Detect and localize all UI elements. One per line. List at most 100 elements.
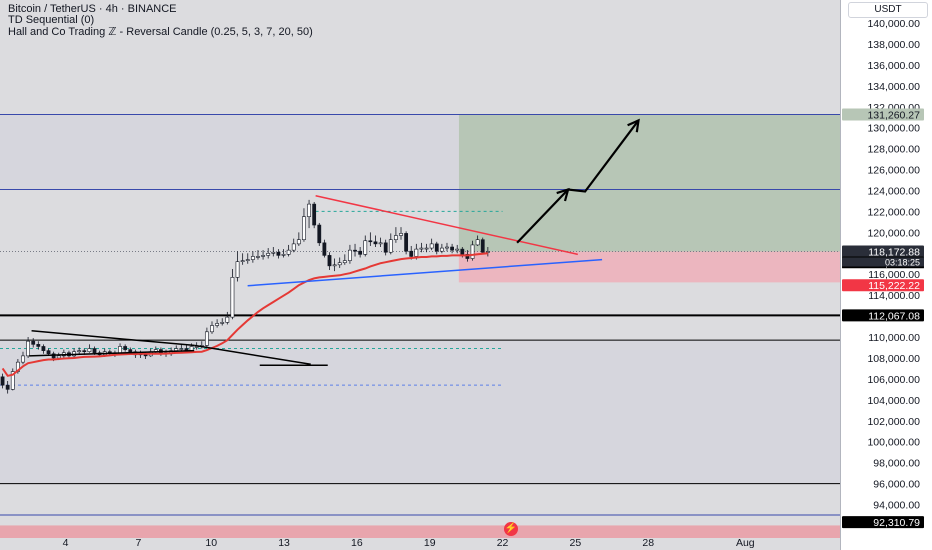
y-tick-label: 128,000.00 — [867, 144, 920, 156]
price-tags: 131,260.27118,172.88118,165.16116,000.00… — [842, 108, 924, 529]
candle-body — [419, 247, 424, 250]
price-tag-label: 116,000.00 — [868, 269, 920, 281]
symbol-title[interactable]: Bitcoin / TetherUS · 4h · BINANCE — [8, 3, 177, 15]
candle-body — [220, 322, 225, 324]
price-tag-bg — [842, 516, 924, 529]
countdown-label: 03:18:25 — [885, 257, 920, 267]
tradingview-logo-icon[interactable]: ⚡ — [504, 522, 518, 536]
candle-body — [256, 256, 260, 258]
x-axis-labels: 4 7 10 13 16 19 22 25 28 Aug — [63, 537, 755, 549]
y-tick-label: 110,000.00 — [868, 332, 920, 344]
candle-body — [439, 247, 444, 252]
candle-body — [10, 371, 15, 390]
candle-body — [36, 344, 41, 347]
horizontal-levels — [0, 114, 840, 516]
trendline — [194, 344, 311, 365]
position-zones — [0, 114, 840, 538]
candle-body — [123, 346, 128, 350]
candle-body — [210, 325, 214, 333]
candle-body — [230, 277, 235, 318]
y-tick-label: 102,000.00 — [867, 416, 920, 428]
candle-body — [429, 243, 434, 249]
candle-body — [373, 241, 378, 245]
x-tick-label: 13 — [278, 537, 290, 549]
level-band — [0, 114, 459, 190]
arrow-head-mid — [556, 187, 570, 202]
indicator-reversal-candle[interactable]: Hall and Co Trading ℤ - Reversal Candle … — [8, 26, 313, 38]
candle-body — [317, 224, 322, 244]
candle-body — [215, 323, 220, 326]
countdown-bg — [842, 257, 924, 267]
candle-body — [342, 260, 347, 264]
candle-body — [445, 246, 449, 249]
x-tick-label: 25 — [570, 537, 582, 549]
candle-body — [399, 233, 403, 236]
x-tick-label: 28 — [642, 537, 654, 549]
candle-body — [434, 243, 439, 252]
y-tick-label: 126,000.00 — [867, 165, 920, 177]
y-tick-label: 140,000.00 — [867, 18, 920, 30]
currency-selector[interactable]: USDT — [848, 2, 928, 18]
candle-body — [465, 254, 470, 259]
indicator-td-sequential[interactable]: TD Sequential (0) — [8, 14, 95, 26]
x-tick-label: 10 — [205, 537, 217, 549]
candle-body — [409, 250, 414, 257]
y-tick-label: 106,000.00 — [867, 374, 920, 386]
candle-body — [455, 248, 460, 251]
candle-body — [271, 251, 276, 254]
candle-body — [327, 255, 332, 267]
candle-body — [363, 240, 368, 255]
candle-body — [460, 248, 465, 255]
price-tag-bg — [842, 268, 924, 281]
x-tick-label: 19 — [424, 537, 436, 549]
y-tick-label: 108,000.00 — [867, 353, 920, 365]
candle-body — [276, 251, 281, 256]
trendline — [29, 349, 195, 357]
candle-body — [450, 246, 454, 251]
candle-body — [322, 242, 327, 256]
candle-body — [5, 384, 10, 390]
candle-body — [225, 316, 230, 323]
dashed-levels — [0, 210, 840, 386]
candle-body — [56, 355, 61, 359]
trendline — [247, 258, 603, 287]
candle-body — [291, 243, 296, 251]
candle-body — [250, 256, 255, 260]
candle-body — [378, 242, 383, 245]
ema-line — [1, 252, 488, 377]
trendline-drawings[interactable] — [29, 118, 640, 367]
candle-body — [240, 260, 245, 262]
y-tick-label: 130,000.00 — [867, 123, 920, 135]
candle-body — [424, 247, 429, 250]
candle-body — [404, 233, 409, 252]
candle-body — [174, 348, 179, 351]
price-tag-label: 118,172.88 — [868, 246, 920, 258]
y-tick-label: 138,000.00 — [867, 39, 920, 51]
trendline — [315, 194, 578, 256]
candle-body — [204, 331, 209, 346]
candle-body — [414, 248, 419, 257]
candle-body — [480, 239, 485, 253]
x-tick-label: Aug — [736, 537, 755, 549]
ema-path — [1, 252, 488, 377]
price-tag-bg — [842, 309, 924, 322]
price-tag-label: 131,260.27 — [867, 110, 920, 122]
y-tick-label: 104,000.00 — [867, 395, 920, 407]
arrow-head-top — [627, 118, 640, 133]
y-tick-label: 100,000.00 — [867, 437, 920, 449]
price-tag-label: 92,310.79 — [873, 517, 920, 529]
projection-arrow-path — [516, 119, 640, 244]
candle-body — [92, 348, 97, 354]
stop-zone — [458, 251, 840, 283]
candle-body — [266, 252, 271, 256]
target-zone — [458, 114, 840, 252]
candle-body — [388, 239, 393, 253]
candle-body — [485, 251, 490, 253]
candle-body — [281, 254, 286, 256]
candle-body — [368, 240, 373, 243]
x-tick-label: 16 — [351, 537, 363, 549]
candle-body — [77, 350, 82, 352]
x-tick-label: 7 — [135, 537, 141, 549]
price-tag-label: 112,067.08 — [868, 310, 920, 322]
